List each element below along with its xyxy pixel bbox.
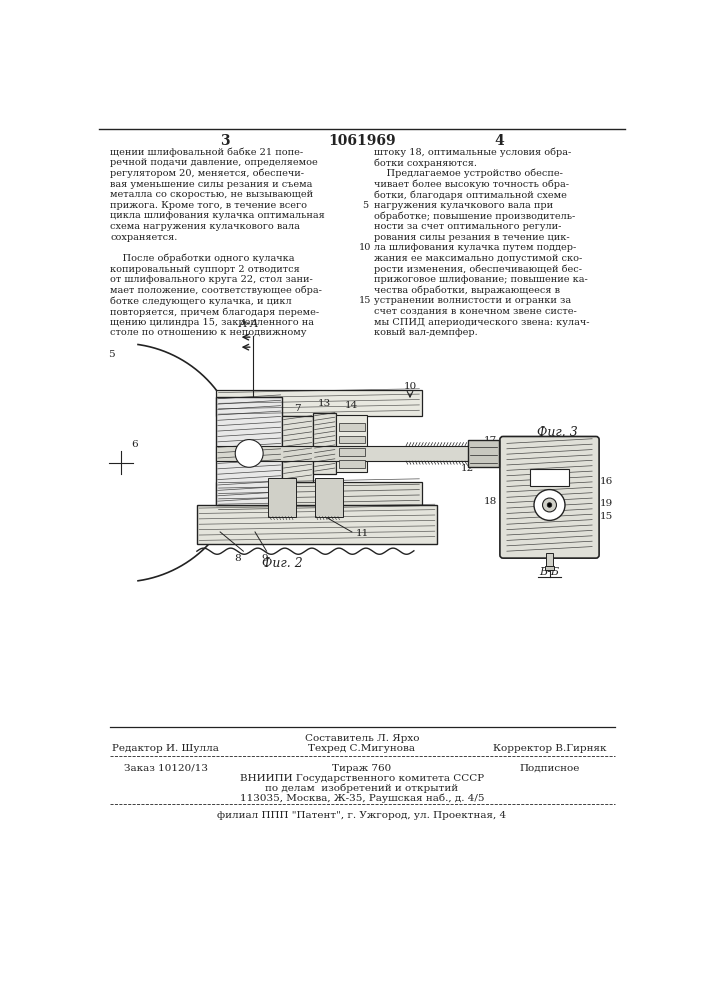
Text: 18: 18: [484, 497, 497, 506]
Text: Б-Б: Б-Б: [539, 567, 559, 577]
Bar: [339, 436, 365, 443]
Text: Составитель Л. Ярхо: Составитель Л. Ярхо: [305, 734, 419, 743]
Text: 113035, Москва, Ж-35, Раушская наб., д. 4/5: 113035, Москва, Ж-35, Раушская наб., д. …: [240, 794, 484, 803]
Text: 7: 7: [294, 404, 301, 413]
Text: Техред С.Мигунова: Техред С.Мигунова: [308, 744, 416, 753]
Bar: [282, 416, 313, 482]
Bar: [197, 505, 437, 544]
Text: рования силы резания в течение цик-: рования силы резания в течение цик-: [373, 233, 569, 242]
Text: нагружения кулачкового вала при: нагружения кулачкового вала при: [373, 201, 553, 210]
Text: Предлагаемое устройство обеспе-: Предлагаемое устройство обеспе-: [373, 169, 563, 178]
Bar: [216, 482, 421, 513]
Text: ботке следующего кулачка, и цикл: ботке следующего кулачка, и цикл: [110, 296, 292, 306]
Text: 11: 11: [356, 529, 369, 538]
Bar: [315, 478, 343, 517]
Text: Подписное: Подписное: [520, 764, 580, 773]
Bar: [216, 446, 484, 461]
Text: 10: 10: [359, 243, 371, 252]
Circle shape: [534, 490, 565, 520]
Text: сохраняется.: сохраняется.: [110, 233, 177, 242]
Text: 1061969: 1061969: [328, 134, 396, 148]
Text: А-А: А-А: [238, 319, 259, 329]
Text: штоку 18, оптимальные условия обра-: штоку 18, оптимальные условия обра-: [373, 148, 571, 157]
Text: от шлифовального круга 22, стол зани-: от шлифовального круга 22, стол зани-: [110, 275, 312, 284]
Text: копировальный суппорт 2 отводится: копировальный суппорт 2 отводится: [110, 265, 300, 274]
Bar: [545, 566, 554, 570]
Text: прижога. Кроме того, в течение всего: прижога. Кроме того, в течение всего: [110, 201, 307, 210]
Text: 6: 6: [131, 440, 138, 449]
Text: Фиг. 3: Фиг. 3: [537, 426, 578, 439]
Bar: [468, 440, 499, 467]
Text: счет создания в конечном звене систе-: счет создания в конечном звене систе-: [373, 307, 576, 316]
Text: цикла шлифования кулачка оптимальная: цикла шлифования кулачка оптимальная: [110, 211, 325, 220]
Text: 15: 15: [359, 296, 371, 305]
Bar: [216, 397, 282, 505]
Text: рости изменения, обеспечивающей бес-: рости изменения, обеспечивающей бес-: [373, 265, 582, 274]
Text: филиал ППП "Патент", г. Ужгород, ул. Проектная, 4: филиал ППП "Патент", г. Ужгород, ул. Про…: [217, 811, 506, 820]
Text: 15: 15: [600, 512, 613, 521]
Text: Заказ 10120/13: Заказ 10120/13: [124, 764, 208, 773]
Circle shape: [542, 498, 556, 512]
Text: ВНИИПИ Государственного комитета СССР: ВНИИПИ Государственного комитета СССР: [240, 774, 484, 783]
Text: жания ее максимально допустимой ско-: жания ее максимально допустимой ско-: [373, 254, 582, 263]
Bar: [530, 469, 569, 486]
Bar: [268, 478, 296, 517]
Text: ковый вал-демпфер.: ковый вал-демпфер.: [373, 328, 477, 337]
Bar: [216, 389, 421, 416]
Text: Корректор В.Гирняк: Корректор В.Гирняк: [493, 744, 606, 753]
Circle shape: [235, 440, 263, 467]
Text: 19: 19: [600, 499, 613, 508]
Text: 10: 10: [404, 382, 416, 391]
Text: 5: 5: [362, 201, 368, 210]
Text: 5: 5: [108, 350, 115, 359]
Text: 13: 13: [318, 399, 332, 408]
Text: 12: 12: [460, 464, 474, 473]
Text: мает положение, соответствующее обра-: мает положение, соответствующее обра-: [110, 286, 322, 295]
Text: 17: 17: [484, 436, 497, 445]
Text: ботки сохраняются.: ботки сохраняются.: [373, 158, 477, 168]
Text: мы СПИД апериодического звена: кулач-: мы СПИД апериодического звена: кулач-: [373, 318, 589, 327]
FancyBboxPatch shape: [500, 436, 599, 558]
Bar: [339, 460, 365, 468]
Circle shape: [547, 503, 552, 507]
Text: 9: 9: [262, 554, 269, 563]
Bar: [313, 413, 337, 474]
Text: После обработки одного кулачка: После обработки одного кулачка: [110, 254, 295, 263]
Bar: [339, 423, 365, 431]
Text: прижоговое шлифование; повышение ка-: прижоговое шлифование; повышение ка-: [373, 275, 588, 284]
Text: Фиг. 2: Фиг. 2: [262, 557, 303, 570]
Text: Редактор И. Шулла: Редактор И. Шулла: [112, 744, 219, 753]
Text: ности за счет оптимального регули-: ности за счет оптимального регули-: [373, 222, 561, 231]
Bar: [339, 448, 365, 456]
Text: столе по отношению к неподвижному: столе по отношению к неподвижному: [110, 328, 307, 337]
Text: металла со скоростью, не вызывающей: металла со скоростью, не вызывающей: [110, 190, 313, 199]
Text: устранении волнистости и огранки за: устранении волнистости и огранки за: [373, 296, 571, 305]
Text: схема нагружения кулачкового вала: схема нагружения кулачкового вала: [110, 222, 300, 231]
Text: ботки, благодаря оптимальной схеме: ботки, благодаря оптимальной схеме: [373, 190, 566, 200]
Text: по делам  изобретений и открытий: по делам изобретений и открытий: [265, 784, 459, 793]
Text: чивает более высокую точность обра-: чивает более высокую точность обра-: [373, 180, 568, 189]
Text: 14: 14: [345, 401, 358, 410]
Text: Тираж 760: Тираж 760: [332, 764, 392, 773]
Text: 16: 16: [600, 477, 613, 486]
Text: 8: 8: [235, 554, 241, 563]
Text: регулятором 20, меняется, обеспечи-: регулятором 20, меняется, обеспечи-: [110, 169, 304, 178]
Text: речной подачи давление, определяемое: речной подачи давление, определяемое: [110, 158, 318, 167]
Text: чества обработки, выражающееся в: чества обработки, выражающееся в: [373, 286, 559, 295]
Text: ла шлифования кулачка путем поддер-: ла шлифования кулачка путем поддер-: [373, 243, 575, 252]
Text: 3: 3: [220, 134, 230, 148]
Text: вая уменьшение силы резания и съема: вая уменьшение силы резания и съема: [110, 180, 312, 189]
Text: щении шлифовальной бабке 21 попе-: щении шлифовальной бабке 21 попе-: [110, 148, 303, 157]
Text: обработке; повышение производитель-: обработке; повышение производитель-: [373, 211, 575, 221]
Text: щению цилиндра 15, закрепленного на: щению цилиндра 15, закрепленного на: [110, 318, 314, 327]
Bar: [337, 415, 368, 472]
Bar: [547, 553, 553, 567]
Text: 4: 4: [494, 134, 504, 148]
Text: повторяется, причем благодаря переме-: повторяется, причем благодаря переме-: [110, 307, 319, 317]
